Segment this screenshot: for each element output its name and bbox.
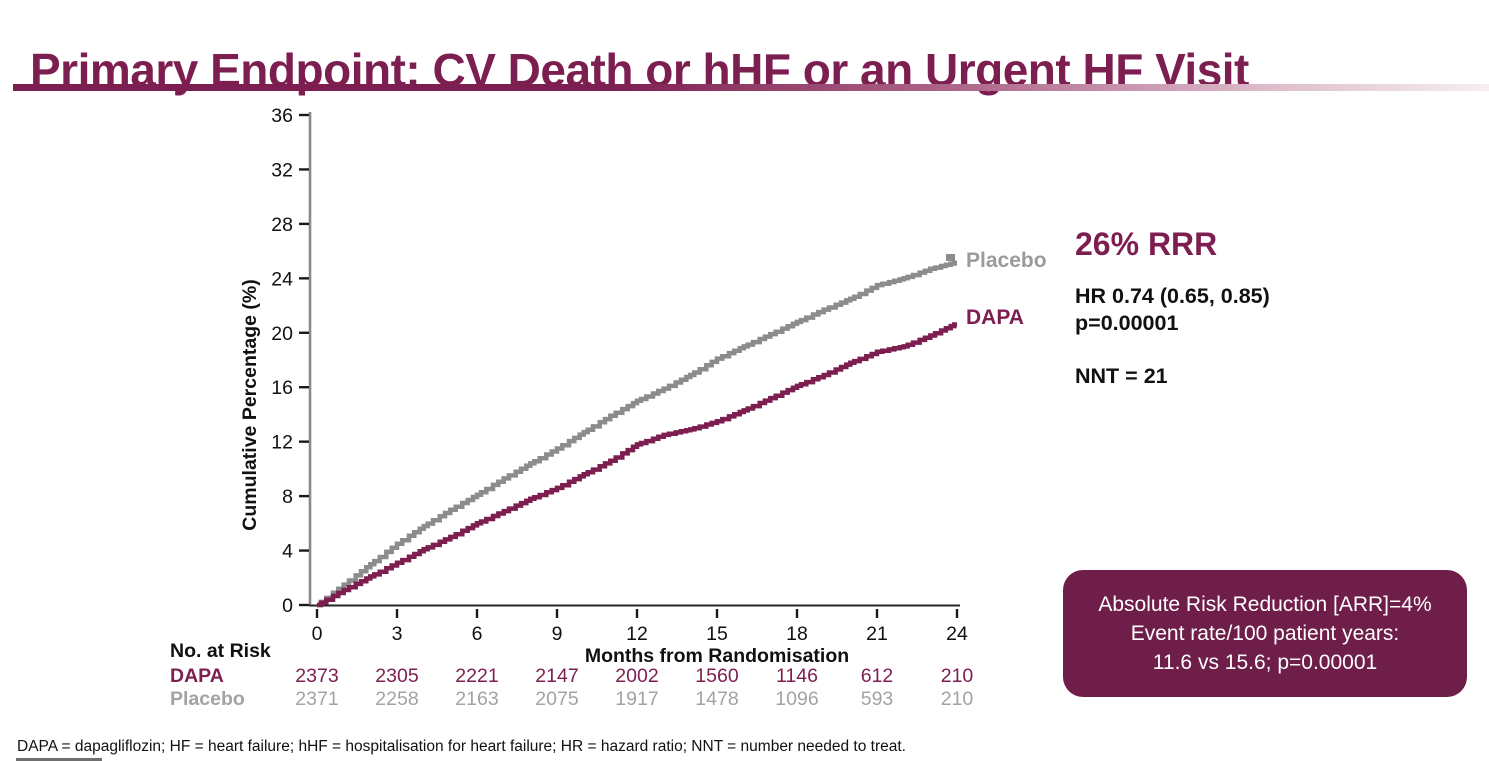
y-tick-label: 16 <box>271 377 293 399</box>
x-tick-label: 0 <box>312 623 323 645</box>
y-tick-label: 8 <box>282 486 293 508</box>
risk-value-placebo: 1478 <box>695 688 738 710</box>
y-tick-label: 20 <box>271 323 293 345</box>
risk-value-dapa: 2373 <box>295 665 338 687</box>
x-tick-label: 6 <box>472 623 483 645</box>
risk-value-dapa: 2147 <box>535 665 578 687</box>
y-tick-label: 4 <box>282 541 293 563</box>
y-tick-label: 28 <box>271 214 293 236</box>
risk-value-placebo: 2371 <box>295 688 338 710</box>
title-divider-rule <box>13 84 1489 91</box>
x-tick-label: 21 <box>866 623 888 645</box>
x-tick-label: 24 <box>946 623 968 645</box>
x-tick-label: 18 <box>786 623 808 645</box>
y-tick-label: 36 <box>271 105 293 127</box>
arr-line-3: 11.6 vs 15.6; p=0.00001 <box>1152 651 1378 674</box>
p-value-text: p=0.00001 <box>1075 311 1179 335</box>
risk-value-dapa: 612 <box>861 665 894 687</box>
risk-value-placebo: 2258 <box>375 688 418 710</box>
risk-value-placebo: 1917 <box>615 688 658 710</box>
dapa-curve-label: DAPA <box>966 306 1024 329</box>
y-tick-label: 0 <box>282 595 293 617</box>
placebo-curve <box>317 260 957 608</box>
chart-curves <box>317 254 957 608</box>
cropped-text-sliver <box>16 758 102 761</box>
risk-value-dapa: 210 <box>941 665 974 687</box>
risk-value-dapa: 2221 <box>455 665 498 687</box>
risk-row-label-placebo: Placebo <box>170 688 245 710</box>
stats-block: 26% RRR HR 0.74 (0.65, 0.85) p=0.00001 N… <box>1075 226 1270 390</box>
risk-value-dapa: 1146 <box>776 665 818 687</box>
risk-value-placebo: 2163 <box>455 688 498 710</box>
risk-value-placebo: 210 <box>941 688 974 710</box>
dapa-curve <box>317 322 957 608</box>
placebo-curve-label: Placebo <box>966 249 1047 272</box>
x-tick-label: 12 <box>626 623 648 645</box>
arr-callout-box: Absolute Risk Reduction [ARR]=4% Event r… <box>1063 570 1467 697</box>
rrr-headline: 26% RRR <box>1075 226 1218 262</box>
risk-value-placebo: 1096 <box>775 688 818 710</box>
risk-value-placebo: 2075 <box>535 688 579 710</box>
risk-value-dapa: 2305 <box>375 665 419 687</box>
no-at-risk-label: No. at Risk <box>170 640 271 662</box>
no-at-risk-values: 2373 2305 2221 2147 2002 1560 1146 612 210 2371 22… <box>295 665 973 710</box>
x-axis-title: Months from Randomisation <box>585 645 849 667</box>
arr-line-2: Event rate/100 patient years: <box>1130 622 1400 645</box>
y-tick-label: 12 <box>271 432 293 454</box>
x-tick-label: 9 <box>552 623 563 645</box>
risk-row-label-dapa: DAPA <box>170 665 224 687</box>
y-tick-label: 24 <box>271 268 293 290</box>
risk-value-placebo: 593 <box>861 688 894 710</box>
arr-line-1: Absolute Risk Reduction [ARR]=4% <box>1098 593 1432 616</box>
nnt-text: NNT = 21 <box>1075 364 1168 388</box>
y-tick-label: 32 <box>271 159 293 181</box>
abbreviations-footnote: DAPA = dapagliflozin; HF = heart failure… <box>17 738 906 755</box>
x-tick-label: 15 <box>706 623 728 645</box>
y-axis-title: Cumulative Percentage (%) <box>239 279 261 530</box>
risk-value-dapa: 2002 <box>615 665 658 687</box>
hazard-ratio-text: HR 0.74 (0.65, 0.85) <box>1075 284 1270 308</box>
placebo-censor-tick <box>946 254 955 261</box>
x-tick-label: 3 <box>392 623 403 645</box>
risk-value-dapa: 1560 <box>695 665 739 687</box>
